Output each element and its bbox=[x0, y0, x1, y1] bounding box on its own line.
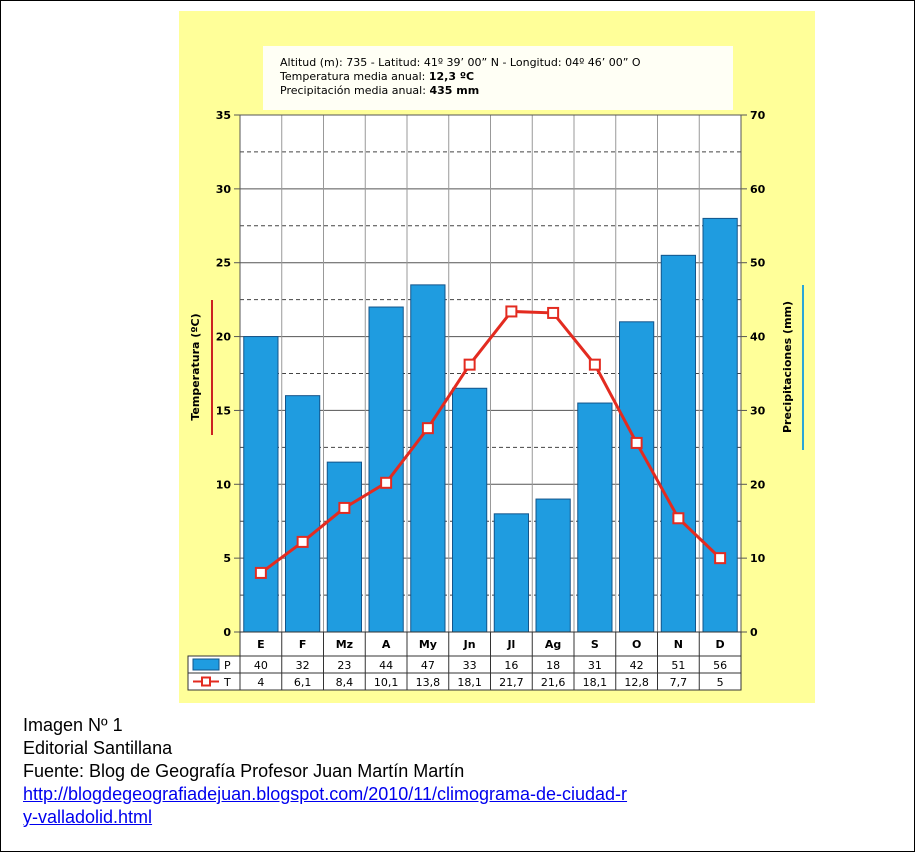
month-label: My bbox=[419, 638, 437, 651]
source-link[interactable]: http://blogdegeografiadejuan.blogspot.co… bbox=[23, 784, 628, 804]
precip-value: 47 bbox=[421, 659, 435, 672]
right-tick-label: 60 bbox=[750, 183, 766, 196]
precip-value: 31 bbox=[588, 659, 602, 672]
precip-value: 18 bbox=[546, 659, 560, 672]
temperature-point bbox=[505, 305, 518, 318]
temp-value: 5 bbox=[717, 676, 724, 689]
right-tick-label: 10 bbox=[750, 552, 766, 565]
precip-value: 33 bbox=[463, 659, 477, 672]
month-label: O bbox=[632, 638, 641, 651]
left-tick-label: 10 bbox=[216, 478, 232, 491]
precip-bar bbox=[243, 336, 279, 633]
precip-value: 42 bbox=[630, 659, 644, 672]
station-info-line3: Precipitación media anual: 435 mm bbox=[280, 84, 479, 97]
right-tick-label: 40 bbox=[750, 331, 766, 344]
precip-value: 40 bbox=[254, 659, 268, 672]
temperature-line bbox=[259, 309, 722, 575]
precip-legend-label: P bbox=[224, 659, 231, 672]
temp-value: 4 bbox=[257, 676, 264, 689]
month-label: Jn bbox=[463, 638, 476, 651]
precip-value: 32 bbox=[296, 659, 310, 672]
temperature-point bbox=[254, 566, 267, 579]
mean-temp-value: 12,3 ºC bbox=[428, 70, 475, 83]
month-label: F bbox=[299, 638, 307, 651]
temp-value: 8,4 bbox=[336, 676, 354, 689]
precip-bar bbox=[535, 498, 571, 633]
month-label: Jl bbox=[506, 638, 515, 651]
precip-bar bbox=[577, 402, 613, 633]
precip-bar bbox=[493, 513, 529, 633]
right-tick-label: 30 bbox=[750, 404, 766, 417]
right-tick-label: 70 bbox=[750, 109, 766, 122]
right-tick-label: 0 bbox=[750, 626, 758, 639]
left-tick-label: 30 bbox=[216, 183, 232, 196]
temp-value: 7,7 bbox=[670, 676, 688, 689]
temp-value: 13,8 bbox=[416, 676, 441, 689]
left-tick-label: 25 bbox=[216, 257, 231, 270]
precip-value: 56 bbox=[713, 659, 727, 672]
month-label: E bbox=[257, 638, 265, 651]
temp-legend-label: T bbox=[223, 676, 231, 689]
precip-bar bbox=[326, 461, 362, 633]
precip-value: 51 bbox=[671, 659, 685, 672]
left-tick-label: 35 bbox=[216, 109, 231, 122]
precip-value: 23 bbox=[337, 659, 351, 672]
precip-bar bbox=[410, 284, 446, 633]
precip-value: 16 bbox=[504, 659, 518, 672]
station-info-box bbox=[263, 46, 733, 110]
month-label: A bbox=[382, 638, 391, 651]
mean-temp-label: Temperatura media anual: bbox=[280, 70, 429, 83]
caption-image-number: Imagen Nº 1 bbox=[23, 715, 123, 735]
temperature-point bbox=[463, 358, 476, 371]
temp-legend-marker bbox=[201, 676, 211, 687]
temp-value: 12,8 bbox=[624, 676, 649, 689]
mean-precip-value: 435 mm bbox=[429, 84, 480, 97]
temperature-point bbox=[421, 422, 434, 435]
precip-bar bbox=[619, 321, 655, 633]
left-tick-label: 0 bbox=[223, 626, 231, 639]
month-label: S bbox=[591, 638, 599, 651]
right-axis-title: Precipitaciones (mm) bbox=[781, 301, 794, 433]
right-tick-label: 20 bbox=[750, 478, 766, 491]
month-label: Ag bbox=[545, 638, 561, 651]
precip-bar bbox=[660, 254, 696, 633]
caption-publisher: Editorial Santillana bbox=[23, 738, 173, 758]
precip-bar bbox=[702, 217, 738, 633]
temp-value: 6,1 bbox=[294, 676, 312, 689]
left-tick-label: 15 bbox=[216, 404, 231, 417]
left-tick-label: 20 bbox=[216, 331, 232, 344]
precip-value: 44 bbox=[379, 659, 393, 672]
left-tick-label: 5 bbox=[223, 552, 231, 565]
station-info-line1: Altitud (m): 735 - Latitud: 41º 39’ 00” … bbox=[280, 56, 641, 69]
temp-value: 10,1 bbox=[374, 676, 399, 689]
month-label: D bbox=[716, 638, 725, 651]
temperature-point bbox=[380, 476, 393, 489]
temperature-point bbox=[547, 306, 560, 319]
temp-value: 18,1 bbox=[583, 676, 608, 689]
temperature-point bbox=[338, 501, 351, 514]
temperature-point bbox=[588, 358, 601, 371]
precip-bar bbox=[452, 387, 488, 633]
mean-precip-label: Precipitación media anual: bbox=[280, 84, 430, 97]
source-link-continued[interactable]: y-valladolid.html bbox=[23, 807, 153, 827]
temperature-point bbox=[672, 512, 685, 525]
temp-value: 18,1 bbox=[457, 676, 482, 689]
station-info-line2: Temperatura media anual: 12,3 ºC bbox=[280, 70, 474, 83]
precip-bar bbox=[285, 395, 321, 633]
right-tick-label: 50 bbox=[750, 257, 766, 270]
temperature-point bbox=[296, 535, 309, 548]
month-label: N bbox=[674, 638, 683, 651]
temperature-point bbox=[714, 552, 727, 565]
left-axis-title: Temperatura (ºC) bbox=[189, 313, 202, 420]
temp-value: 21,6 bbox=[541, 676, 566, 689]
temperature-point bbox=[630, 436, 643, 449]
climograph-chart: 0 5 10 15 20 25 30 35 0 10 20 30 40 50 60 70 Temperatura… bbox=[187, 109, 804, 691]
month-label: Mz bbox=[336, 638, 353, 651]
temp-value: 21,7 bbox=[499, 676, 524, 689]
caption-source: Fuente: Blog de Geografía Profesor Juan … bbox=[23, 761, 465, 781]
precip-legend-swatch bbox=[192, 658, 220, 671]
